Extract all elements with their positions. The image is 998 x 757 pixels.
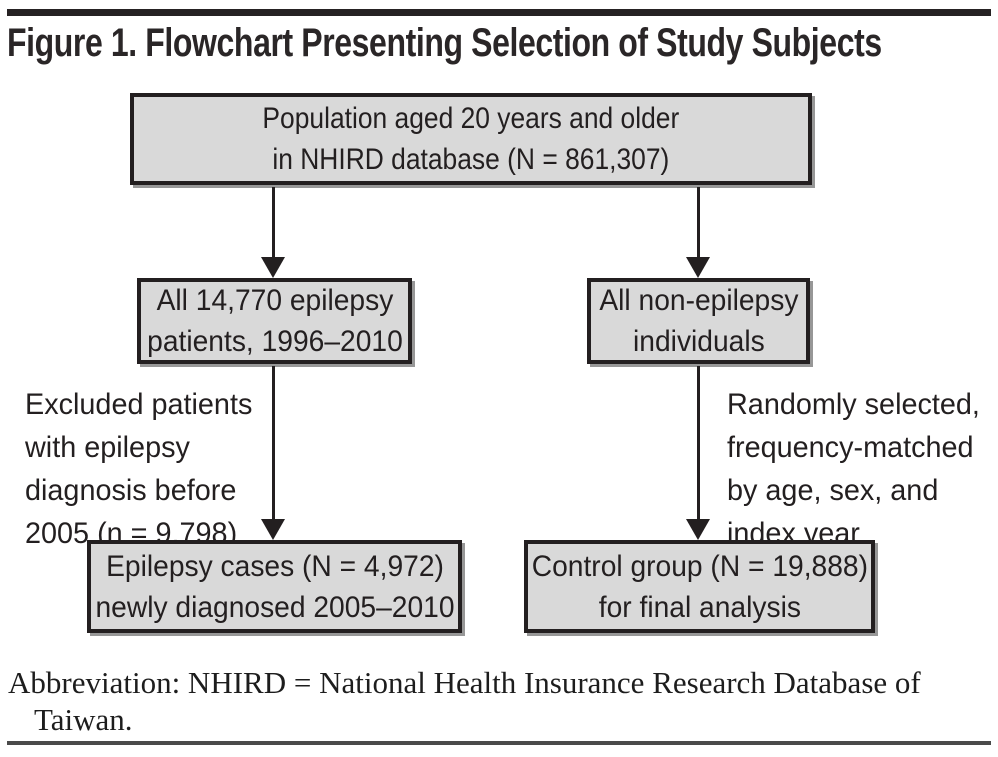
annotation-excluded-line2: with epilepsy — [25, 431, 190, 464]
box-population-line2: in NHIRD database (N = 861,307) — [272, 143, 670, 176]
annotation-matching-line2: frequency-matched — [727, 431, 974, 464]
footnote-line2: Taiwan. — [34, 702, 133, 737]
box-population-line1: Population aged 20 years and older — [262, 102, 680, 135]
box-epilepsy-cases-line1: Epilepsy cases (N = 4,972) — [105, 549, 444, 583]
box-population: Population aged 20 years and older in NH… — [130, 93, 812, 185]
annotation-excluded-line1: Excluded patients — [25, 388, 253, 421]
box-nonepilepsy-individuals: All non-epilepsy individuals — [587, 278, 810, 364]
arrow-line — [271, 366, 275, 519]
box-nonepilepsy-individuals-text: All non-epilepsy individuals — [599, 280, 798, 362]
annotation-matching-line3: by age, sex, and — [727, 474, 939, 507]
box-nonepilepsy-line1: All non-epilepsy — [598, 284, 799, 317]
box-epilepsy-patients-line2: patients, 1996–2010 — [146, 325, 403, 358]
arrow-line — [696, 187, 700, 257]
arrowhead-down-icon — [261, 519, 285, 540]
box-control-group-text: Control group (N = 19,888) for final ana… — [531, 546, 867, 628]
arrow-population-to-nonepilepsy — [686, 187, 710, 278]
top-rule-divider — [7, 9, 991, 16]
box-epilepsy-cases: Epilepsy cases (N = 4,972) newly diagnos… — [87, 540, 462, 633]
arrow-population-to-epilepsy — [261, 187, 285, 278]
box-control-group-line2: for final analysis — [598, 590, 801, 624]
arrowhead-down-icon — [686, 519, 710, 540]
box-epilepsy-patients-line1: All 14,770 epilepsy — [156, 284, 393, 317]
arrowhead-down-icon — [686, 257, 710, 278]
arrow-epilepsy-to-cases — [261, 366, 285, 540]
box-epilepsy-patients: All 14,770 epilepsy patients, 1996–2010 — [137, 278, 412, 364]
arrow-line — [696, 366, 700, 519]
box-control-group-line1: Control group (N = 19,888) — [531, 549, 868, 583]
box-nonepilepsy-line2: individuals — [632, 325, 765, 358]
annotation-excluded-line3: diagnosis before — [25, 474, 237, 507]
box-control-group: Control group (N = 19,888) for final ana… — [524, 540, 875, 633]
box-epilepsy-patients-text: All 14,770 epilepsy patients, 1996–2010 — [147, 280, 403, 362]
box-population-text: Population aged 20 years and older in NH… — [263, 98, 680, 180]
annotation-matching-line1: Randomly selected, — [727, 388, 980, 421]
annotation-random-matching: Randomly selected, frequency-matched by … — [727, 383, 990, 555]
box-epilepsy-cases-text: Epilepsy cases (N = 4,972) newly diagnos… — [95, 546, 454, 628]
annotation-excluded-patients: Excluded patients with epilepsy diagnosi… — [25, 383, 262, 555]
arrow-nonepilepsy-to-control — [686, 366, 710, 540]
arrow-line — [271, 187, 275, 257]
footnote-abbreviation: Abbreviation: NHIRD = National Health In… — [8, 664, 921, 738]
figure-title: Figure 1. Flowchart Presenting Selection… — [7, 21, 882, 65]
box-epilepsy-cases-line2: newly diagnosed 2005–2010 — [94, 590, 455, 624]
bottom-rule-divider — [7, 741, 991, 745]
arrowhead-down-icon — [261, 257, 285, 278]
footnote-line1: Abbreviation: NHIRD = National Health In… — [8, 665, 921, 700]
